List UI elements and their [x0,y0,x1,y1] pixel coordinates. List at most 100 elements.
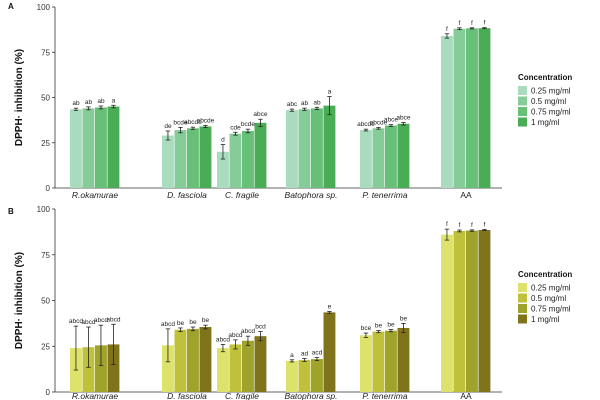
category-label: D. fasciola [167,391,207,400]
y-axis-label: DPPH· inhibition (%) [14,252,25,349]
significance-letter: be [375,323,383,330]
y-tick-label: 25 [41,139,50,148]
bar [385,330,397,392]
legend-item-label: 0.5 mg/ml [531,294,566,303]
significance-letter: bcde [173,119,187,126]
bar [441,35,453,189]
y-tick-label: 0 [46,388,51,397]
category-label: R.okamurae [72,190,119,200]
significance-letter: f [459,222,461,229]
significance-letter: ab [97,98,105,105]
significance-letter: ab [85,99,93,106]
bar [441,234,453,392]
bar [397,123,410,188]
significance-letter: abcd [81,319,95,326]
bar [187,328,199,392]
bar [254,122,267,188]
category-label: C. fragile [225,391,259,400]
y-tick-label: 75 [41,251,50,260]
significance-letter: f [484,221,486,228]
bar [162,345,174,392]
legend-item-label: 0.75 mg/ml [531,305,571,314]
bar [286,110,298,188]
bar [82,347,95,392]
bar [229,344,242,392]
category-label: C. fragile [225,190,259,200]
legend-item-label: 0.5 mg/ml [531,97,566,106]
significance-letter: abcd [106,316,120,323]
legend-item-label: 0.75 mg/ml [531,108,571,117]
significance-letter: e [328,303,332,310]
significance-letter: f [459,20,461,27]
significance-letter: abce [384,117,398,124]
y-axis-label: DPPH· inhibition (%) [14,49,25,146]
bar [95,345,107,392]
category-label: P. tenerrima [362,190,407,200]
significance-letter: bcde [241,121,255,128]
significance-letter: ab [301,100,309,107]
bar [95,107,107,188]
significance-letter: be [400,315,408,322]
significance-letter: de [164,123,172,130]
category-label: P. tenerrima [362,391,407,400]
bar [453,28,466,188]
bar [360,130,372,188]
significance-letter: abcd [69,318,83,325]
bar [199,126,212,188]
significance-letter: ab [72,100,80,107]
category-label: D. fasciola [167,190,207,200]
category-label: AA [460,391,472,400]
bar [466,28,478,188]
panel-letter: B [8,207,14,216]
bar [82,108,95,188]
bar [385,125,397,188]
legend-item-label: 1 mg/ml [531,118,560,127]
bar [298,359,311,392]
y-tick-label: 0 [46,184,51,193]
bar [478,28,491,188]
significance-letter: f [471,222,473,229]
legend-swatch [518,283,527,292]
legend-title: Concentration [518,270,572,279]
bar [286,360,298,392]
significance-letter: bce [361,325,372,332]
significance-letter: f [471,20,473,27]
bar [298,109,311,188]
bar [466,230,478,392]
bar [229,133,242,188]
legend-item-label: 0.25 mg/ml [531,284,571,293]
significance-letter: be [387,322,395,329]
bar [323,105,336,188]
bar [360,335,372,392]
significance-letter: acd [312,350,323,357]
significance-letter: abc [287,101,298,108]
legend-swatch [518,293,527,303]
bar [199,327,212,392]
y-tick-label: 25 [41,342,50,351]
significance-letter: abcd [216,336,230,343]
significance-letter: abce [253,111,267,118]
category-label: AA [460,190,472,200]
significance-letter: abcde [197,117,215,124]
bar [453,230,466,392]
legend-swatch [518,96,527,106]
bar [311,359,323,392]
significance-letter: a [328,89,332,96]
significance-letter: f [484,20,486,27]
significance-letter: abcde [357,121,375,128]
significance-letter: abcd [161,321,175,328]
y-tick-label: 75 [41,48,50,57]
significance-letter: be [202,317,210,324]
bar [323,312,336,392]
bar [107,106,120,188]
legend-swatch [518,107,527,116]
bar [217,348,229,392]
bar [311,108,323,188]
bar [397,327,410,392]
legend-title: Concentration [518,73,572,82]
bar [372,128,385,188]
legend-item-label: 1 mg/ml [531,315,560,324]
